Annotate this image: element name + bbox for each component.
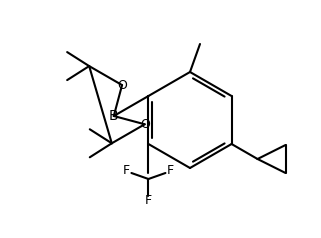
- Text: O: O: [117, 79, 127, 92]
- Text: F: F: [167, 164, 174, 178]
- Text: F: F: [145, 194, 152, 208]
- Text: B: B: [109, 109, 118, 123]
- Text: O: O: [140, 118, 150, 131]
- Text: F: F: [123, 164, 130, 178]
